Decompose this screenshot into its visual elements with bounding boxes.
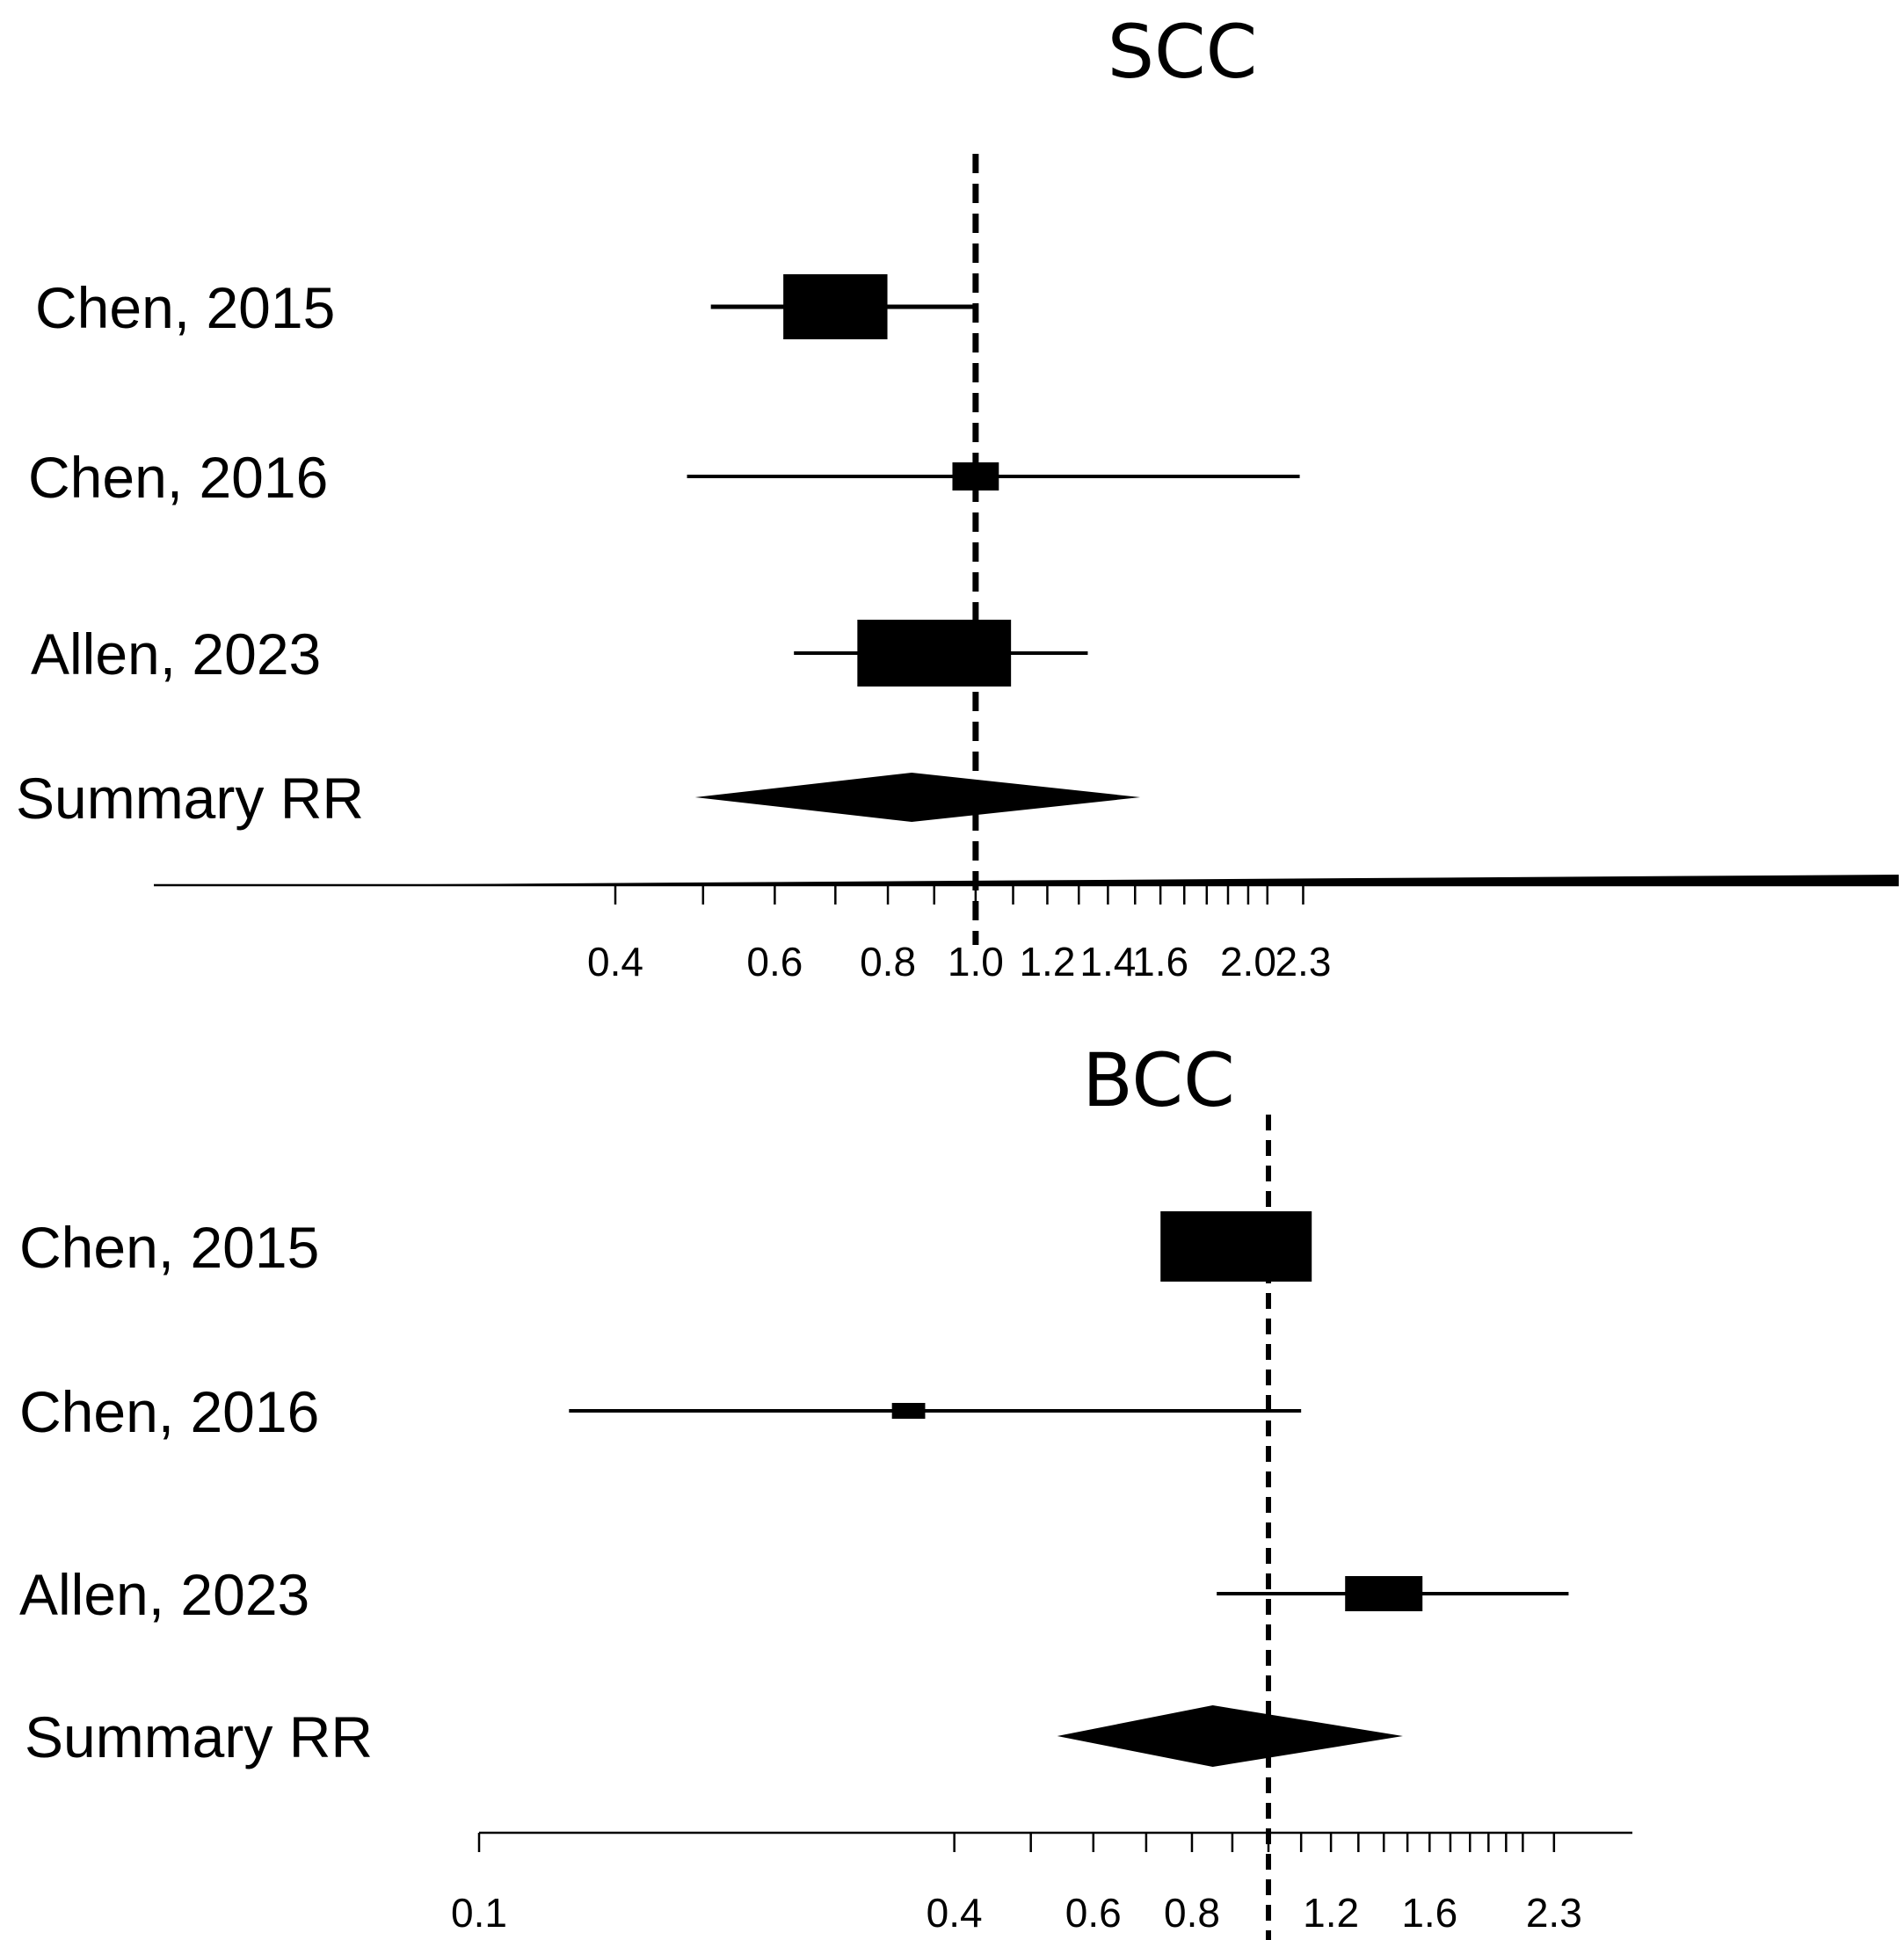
study-label: Chen, 2015 bbox=[35, 275, 335, 340]
study-row: Allen, 2023 bbox=[31, 620, 1088, 687]
axis-tick-label: 1.2 bbox=[1019, 939, 1075, 985]
x-axis: 0.4 0.6 0.8 1.0 1.2 1.41.6 2.02.3 bbox=[154, 875, 1899, 985]
summary-label: Summary RR bbox=[16, 766, 364, 831]
axis-tick-label: 2.3 bbox=[1275, 939, 1331, 985]
x-axis: 0.1 0.4 0.6 0.8 1.2 1.6 2.3 bbox=[451, 1831, 1632, 1936]
axis-tick-label: 1.2 bbox=[1303, 1890, 1359, 1936]
axis-tick-label: 0.4 bbox=[587, 939, 643, 985]
axis-tick-label: 1.4 bbox=[1079, 939, 1136, 985]
summary-diamond bbox=[694, 773, 1141, 822]
summary-row: Summary RR bbox=[16, 766, 1141, 831]
study-row: Chen, 2016 bbox=[28, 445, 1300, 510]
study-label: Allen, 2023 bbox=[19, 1562, 309, 1627]
study-row: Chen, 2016 bbox=[19, 1379, 1302, 1444]
axis-tick-label: 2.3 bbox=[1526, 1890, 1582, 1936]
study-label: Allen, 2023 bbox=[31, 621, 321, 687]
study-label: Chen, 2016 bbox=[28, 445, 328, 510]
study-row: Chen, 2015 bbox=[19, 1211, 1312, 1282]
study-label: Chen, 2016 bbox=[19, 1379, 319, 1444]
axis-tick-label: 0.8 bbox=[1164, 1890, 1220, 1936]
axis-tick-label: 0.8 bbox=[860, 939, 916, 985]
study-row: Allen, 2023 bbox=[19, 1562, 1569, 1627]
summary-label: Summary RR bbox=[25, 1704, 373, 1769]
summary-row: Summary RR bbox=[25, 1704, 1403, 1769]
axis-tick-label: 0.4 bbox=[927, 1890, 983, 1936]
panel-title: BCC bbox=[1082, 1037, 1234, 1123]
summary-diamond bbox=[1057, 1705, 1403, 1767]
axis-tick-label: 0.1 bbox=[451, 1890, 507, 1936]
axis-wedge bbox=[290, 875, 1899, 885]
point-estimate-box bbox=[1345, 1576, 1423, 1611]
bcc-panel: BCC Chen, 2015 Chen, 2016 Allen, 2023 Summa… bbox=[19, 1037, 1632, 1940]
axis-tick-label: 1.6 bbox=[1132, 939, 1188, 985]
study-row: Chen, 2015 bbox=[35, 274, 976, 340]
study-label: Chen, 2015 bbox=[19, 1215, 319, 1280]
point-estimate-box bbox=[1160, 1211, 1312, 1282]
point-estimate-box bbox=[891, 1403, 926, 1419]
axis-tick-label: 2.0 bbox=[1220, 939, 1276, 985]
point-estimate-box bbox=[783, 274, 888, 339]
axis-tick-label: 1.6 bbox=[1401, 1890, 1457, 1936]
scc-panel: SCC Chen, 2015 Chen, 2016 Allen, 2023 Summa… bbox=[16, 9, 1899, 985]
axis-tick-label: 0.6 bbox=[1065, 1890, 1122, 1936]
panel-title: SCC bbox=[1108, 9, 1258, 95]
axis-tick-label: 1.0 bbox=[948, 939, 1004, 985]
point-estimate-box bbox=[857, 620, 1012, 687]
axis-tick-label: 0.6 bbox=[746, 939, 803, 985]
